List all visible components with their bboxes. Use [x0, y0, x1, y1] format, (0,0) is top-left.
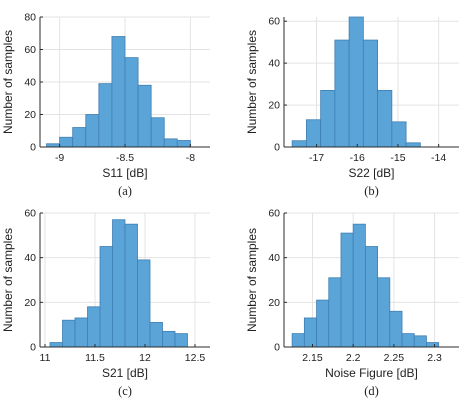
- histogram-bar: [291, 140, 307, 148]
- y-tick-label: 40: [24, 252, 36, 264]
- histogram-bar: [150, 117, 165, 148]
- y-axis-label: Number of samples: [245, 228, 259, 332]
- y-tick-label: 60: [24, 208, 36, 220]
- histogram-bar: [352, 223, 366, 348]
- y-axis-label: Number of samples: [245, 30, 259, 134]
- histogram-bar: [348, 16, 364, 148]
- y-tick-label: 20: [24, 109, 36, 121]
- x-axis-label: Noise Figure [dB]: [325, 366, 418, 380]
- histogram-bar: [377, 277, 391, 348]
- histogram-bar: [99, 246, 113, 348]
- x-tick-label: 11.5: [85, 352, 105, 364]
- histogram-bar: [391, 121, 407, 148]
- histogram-bar: [316, 299, 330, 348]
- histogram-bar: [49, 342, 63, 348]
- x-tick-label: -17: [309, 152, 324, 164]
- histogram-bar: [305, 119, 322, 148]
- histogram-bar: [401, 333, 415, 348]
- histogram-bar: [405, 142, 421, 148]
- x-tick-label: -8.5: [116, 152, 134, 164]
- histogram-bar: [85, 114, 100, 148]
- y-tick-label: 60: [24, 44, 36, 56]
- histogram-bar: [87, 306, 101, 348]
- histogram-bar: [137, 259, 151, 348]
- x-tick-label: 2.3: [427, 352, 442, 364]
- histogram-bar: [124, 223, 138, 348]
- x-tick-label: 12: [139, 352, 151, 364]
- x-tick-label: -14: [431, 152, 446, 164]
- x-tick-label: 2.2: [346, 352, 361, 364]
- y-tick-label: 0: [274, 142, 280, 154]
- histogram-bar: [59, 136, 74, 148]
- panel-caption: (c): [118, 384, 132, 398]
- histogram-bar: [98, 83, 113, 148]
- histogram-panel-3: 0 20 40 60 11 11.5 12 12.5 S21 [dB] Number of sam…: [1, 208, 210, 398]
- y-tick-label: 60: [268, 208, 280, 220]
- histogram-bar: [389, 310, 403, 348]
- histogram-bar: [334, 39, 350, 148]
- histogram-bar: [112, 219, 126, 348]
- histogram-bar: [377, 89, 393, 148]
- x-axis-label: S21 [dB]: [102, 366, 148, 380]
- y-tick-label: 0: [274, 342, 280, 354]
- y-tick-label: 0: [30, 342, 36, 354]
- histogram-panel-1: 0 20 40 60 80 -9 -8.5 -8 S11 [dB] Number of sampl…: [1, 12, 210, 198]
- histogram-bar: [72, 127, 87, 148]
- y-tick-label: 60: [268, 16, 280, 28]
- y-tick-label: 80: [24, 12, 36, 24]
- histogram-bar: [328, 277, 342, 348]
- histogram-bar: [303, 317, 317, 348]
- x-tick-label: -9: [55, 152, 64, 164]
- histogram-bar: [149, 322, 163, 348]
- y-tick-label: 20: [268, 297, 280, 309]
- histogram-bar: [340, 232, 354, 348]
- histogram-bar: [163, 138, 178, 148]
- y-tick-label: 0: [30, 142, 36, 154]
- histogram-bar: [362, 39, 379, 148]
- histogram-bar: [291, 333, 305, 348]
- histogram-bar: [426, 342, 440, 348]
- histogram-bar: [137, 84, 152, 148]
- y-axis-label: Number of samples: [1, 228, 15, 332]
- y-tick-label: 40: [268, 252, 280, 264]
- y-tick-label: 20: [268, 100, 280, 112]
- x-tick-label: 12.5: [185, 352, 206, 364]
- histogram-panel-4: 0 20 40 60 2.15 2.2 2.25 2.3 Noise Figure [dB] Nu…: [245, 208, 459, 398]
- x-tick-label: -15: [390, 152, 405, 164]
- histogram-bar: [413, 335, 427, 348]
- x-axis-label: S11 [dB]: [102, 166, 147, 180]
- y-axis-label: Number of samples: [1, 30, 15, 134]
- y-tick-label: 20: [24, 297, 36, 309]
- histogram-bar: [62, 319, 76, 348]
- x-tick-label: 2.25: [384, 352, 405, 364]
- y-tick-label: 40: [24, 77, 36, 89]
- histogram-bar: [111, 36, 126, 148]
- x-tick-label: 11: [40, 352, 51, 364]
- x-tick-label: 2.15: [302, 352, 323, 364]
- histogram-bar: [320, 89, 336, 148]
- histogram-panel-2: 0 20 40 60 -17 -16 -15 -14 S22 [dB] Number of sam…: [245, 16, 459, 198]
- panel-caption: (a): [118, 184, 132, 198]
- histogram-bar: [174, 333, 188, 348]
- histogram-bar: [124, 57, 139, 148]
- x-axis-label: S22 [dB]: [348, 166, 394, 180]
- histogram-bar: [74, 317, 88, 348]
- panel-caption: (d): [364, 384, 379, 398]
- panel-caption: (b): [364, 184, 379, 198]
- x-tick-label: -8: [186, 152, 195, 164]
- x-tick-label: -16: [350, 152, 365, 164]
- histogram-bar: [162, 330, 176, 348]
- histogram-bar: [176, 140, 191, 148]
- y-tick-label: 40: [268, 58, 280, 70]
- histogram-bar: [364, 246, 379, 348]
